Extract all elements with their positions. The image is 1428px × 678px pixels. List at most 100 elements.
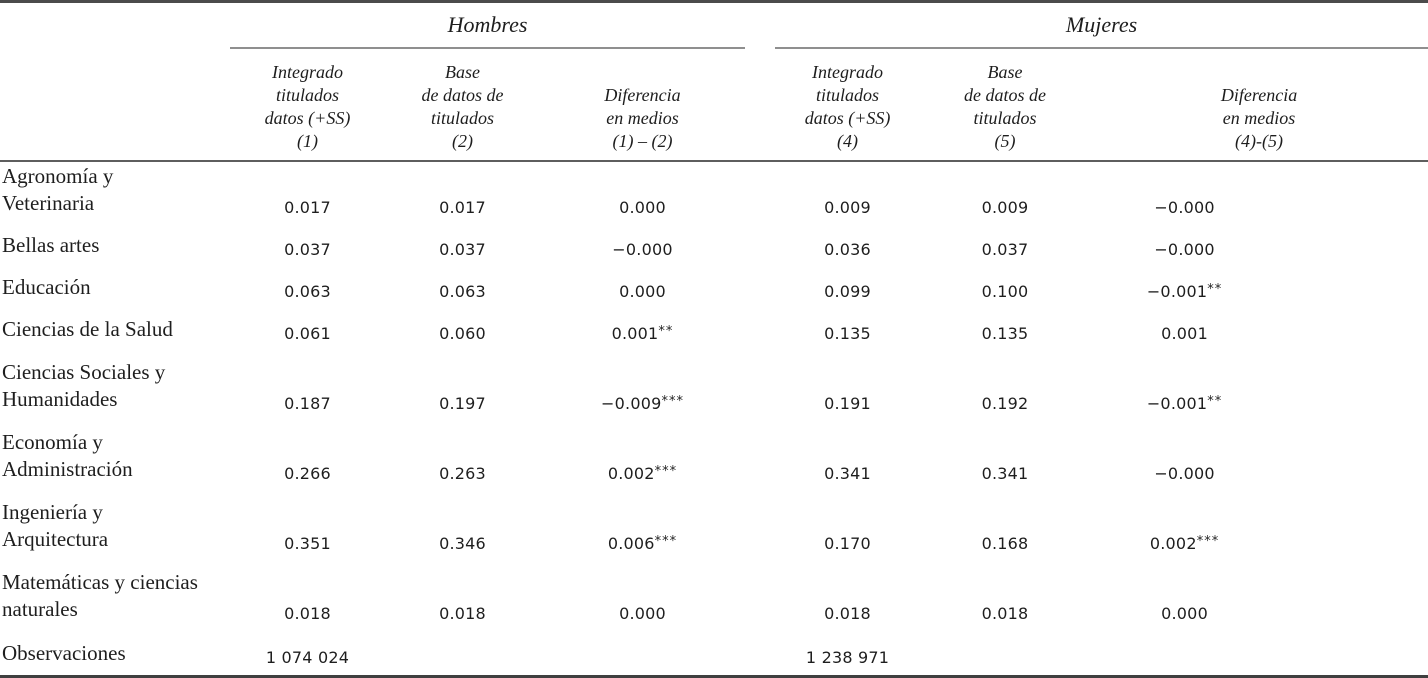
column-header-line: en medios: [1222, 108, 1296, 128]
group-gap: [745, 420, 775, 490]
table-row: Economía y Administración 0.266 0.263 0.002*…: [0, 420, 1428, 490]
empty-cell: [385, 630, 540, 678]
column-header-line: (4)-(5): [1235, 131, 1284, 151]
value-cell: −0.009***: [601, 394, 684, 413]
column-header-m2: Base de datos de titulados (5): [920, 48, 1091, 162]
row-label-line: Ciencias de la Salud: [2, 317, 173, 341]
group-gap: [745, 266, 775, 308]
group-header-row: Hombres Mujeres: [0, 0, 1428, 49]
value-cell: 0.006***: [607, 534, 678, 553]
value-cell: 0.018: [824, 604, 871, 623]
value-cell: 0.168: [981, 534, 1029, 553]
empty-cell: [920, 630, 1091, 678]
value-cell: 0.001: [1161, 324, 1208, 343]
column-header-line: titulados: [430, 108, 494, 128]
column-header-m3: Diferencia en medios (4)-(5): [1090, 48, 1428, 162]
row-label-line: Veterinaria: [2, 191, 95, 215]
value-cell: 0.000: [619, 198, 666, 217]
column-header-line: Diferencia: [604, 85, 681, 105]
group-gap: [745, 560, 775, 630]
value-cell: 0.063: [284, 282, 331, 301]
value-cell: 0.266: [284, 464, 331, 483]
row-label-line: Ingeniería y: [2, 500, 103, 524]
column-header-line: (1): [297, 131, 318, 151]
value-cell: 0.135: [981, 324, 1029, 343]
value-cell: −0.001**: [1146, 394, 1223, 413]
row-label: Agronomía y Veterinaria: [0, 161, 230, 224]
table-row: Agronomía y Veterinaria 0.017 0.017 0.000 0.0…: [0, 161, 1428, 224]
value-cell: 0.063: [439, 282, 486, 301]
significance-stars: ***: [661, 394, 684, 409]
column-header-line: Diferencia: [1220, 85, 1298, 105]
table-row: Ingeniería y Arquitectura 0.351 0.346 0.006*…: [0, 490, 1428, 560]
group-header-mujeres: Mujeres: [775, 0, 1428, 49]
row-label-header: [0, 48, 230, 162]
row-label-line: Agronomía y: [2, 164, 114, 188]
value-cell: 0.036: [824, 240, 871, 259]
value-cell: 0.009: [981, 198, 1029, 217]
group-gap: [745, 630, 776, 678]
column-header-line: Integrado: [272, 62, 343, 82]
value-cell: 0.017: [439, 198, 486, 217]
row-label-line: Bellas artes: [2, 233, 100, 257]
value-cell: 0.018: [439, 604, 486, 623]
value-cell: 0.000: [619, 604, 666, 623]
row-label: Educación: [0, 266, 230, 308]
table-row: Educación 0.063 0.063 0.000 0.099 0.100 −0.001…: [0, 266, 1428, 308]
column-header-line: (2): [452, 131, 473, 151]
column-header-line: (1) – (2): [612, 131, 673, 151]
value-cell: 0.341: [981, 464, 1029, 483]
corner-cell: [0, 0, 230, 48]
value-cell: 0.002***: [1149, 534, 1220, 553]
value-cell: 0.000: [1161, 604, 1208, 623]
value-cell: 0.060: [439, 324, 486, 343]
value-cell: 0.018: [981, 604, 1029, 623]
value-cell: 0.346: [439, 534, 486, 553]
value-cell: 0.037: [284, 240, 331, 259]
column-header-line: Integrado: [812, 62, 884, 82]
value-cell: 0.192: [981, 394, 1029, 413]
value-cell: 0.187: [284, 394, 331, 413]
value-cell: 0.170: [824, 534, 871, 553]
row-label: Ciencias de la Salud: [0, 308, 230, 350]
row-label: Ingeniería y Arquitectura: [0, 490, 230, 560]
column-header-line: datos (+SS): [804, 108, 891, 128]
row-label-line: Humanidades: [2, 387, 118, 411]
column-header-m1: Integrado titulados datos (+SS) (4): [775, 48, 921, 162]
observations-mujeres: 1 238 971: [775, 630, 921, 678]
row-label-line: Educación: [2, 275, 91, 299]
value-cell: −0.000: [1154, 198, 1215, 217]
value-cell: 0.009: [824, 198, 871, 217]
row-label: Bellas artes: [0, 224, 230, 266]
value-cell: 0.341: [824, 464, 871, 483]
value-cell: 0.018: [284, 604, 331, 623]
significance-stars: ***: [654, 464, 678, 479]
value-cell: 0.000: [619, 282, 666, 301]
value-cell: 0.351: [284, 534, 331, 553]
group-header-hombres: Hombres: [230, 0, 746, 49]
observations-hombres: 1 074 024: [230, 630, 385, 678]
value-cell: 0.100: [981, 282, 1029, 301]
row-label-line: Ciencias Sociales y: [2, 360, 166, 384]
column-header-line: (4): [837, 131, 859, 151]
column-header-h2: Base de datos de titulados (2): [385, 48, 540, 162]
row-label-line: Administración: [2, 457, 133, 481]
group-gap: [745, 308, 775, 350]
group-gap: [745, 490, 775, 560]
empty-cell: [1090, 630, 1428, 678]
observations-row: Observaciones 1 074 024 1 238 971: [0, 630, 1428, 678]
value-cell: 0.263: [439, 464, 486, 483]
column-header-line: (5): [994, 131, 1016, 151]
group-gap: [745, 161, 775, 224]
row-label: Economía y Administración: [0, 420, 230, 490]
column-header-line: de datos de: [964, 85, 1047, 105]
value-cell: 0.197: [439, 394, 486, 413]
column-header-line: de datos de: [421, 85, 504, 105]
table-body: Agronomía y Veterinaria 0.017 0.017 0.000 0.0…: [0, 161, 1428, 678]
value-cell: −0.000: [612, 240, 673, 259]
group-gap: [745, 350, 775, 420]
significance-stars: ***: [654, 534, 678, 549]
value-cell: 0.037: [981, 240, 1029, 259]
value-cell: 0.191: [824, 394, 871, 413]
